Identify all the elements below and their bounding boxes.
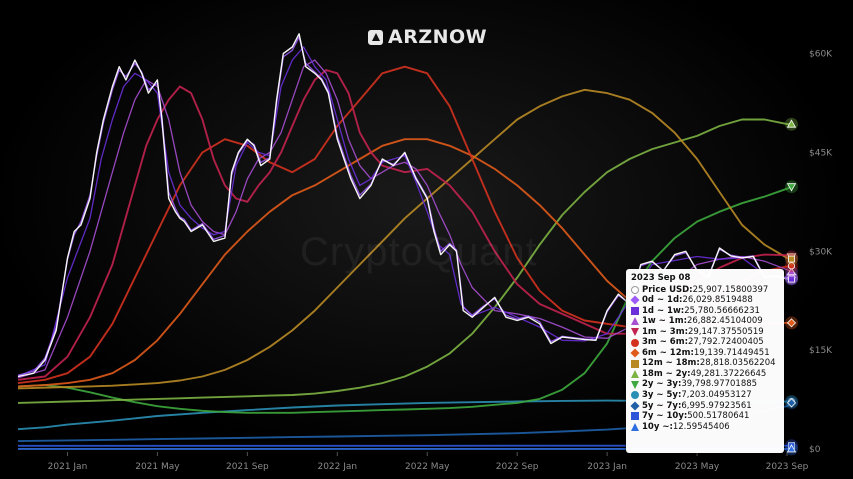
tooltip-series-value: 39,798.97701885 [681, 379, 758, 390]
tooltip-series-name: 1d ~ 1w: [642, 305, 685, 316]
tooltip-series-value: 500.51780641 [687, 411, 750, 422]
tooltip-row: 1m ~ 3m: 29,147.37550519 [631, 327, 779, 338]
watermark: CryptoQuant [300, 230, 538, 274]
y-tick-label: $30K [809, 247, 833, 257]
series-marker-12m-18m [788, 255, 795, 263]
series-marker-3m-6m [787, 262, 796, 270]
tooltip-marker-square-icon [631, 412, 639, 421]
brand-name: ARZNOW [388, 26, 488, 48]
tooltip-series-name: 18m ~ 2y: [642, 368, 691, 379]
y-tick-label: $15K [809, 346, 833, 356]
tooltip-series-value: 6,995.97923561 [681, 400, 752, 411]
series-marker-1w-1m [786, 267, 797, 276]
chart-tooltip: 2023 Sep 08 Price USD: 25,907.15800397 0d… [626, 269, 784, 453]
tooltip-series-name: 1w ~ 1m: [642, 316, 687, 327]
series-end-markers [785, 117, 799, 456]
tooltip-series-value: 29,147.37550519 [687, 326, 764, 337]
tooltip-series-value: 7,203.04953127 [681, 390, 752, 401]
series-marker-1d-1w [788, 275, 795, 283]
tooltip-marker-triangle-down-icon [631, 380, 639, 389]
tooltip-series-name: 2y ~ 3y: [642, 379, 682, 390]
tooltip-series-value: 19,139.71449451 [693, 347, 770, 358]
series-line-12m-18m [17, 88, 792, 390]
tooltip-series-name: 5y ~ 7y: [642, 400, 682, 411]
tooltip-marker-diamond-icon [630, 348, 640, 358]
tooltip-marker-square-icon [631, 306, 639, 315]
x-tick-label: 2021 Sep [226, 462, 269, 472]
tooltip-row: 10y ~: 12.59545406 [631, 422, 779, 433]
x-tick-label: 2021 Jan [48, 462, 88, 472]
x-tick-label: 2023 May [675, 462, 720, 472]
y-axis: $0 $15K $30K $45K $60K [809, 50, 833, 455]
tooltip-series-name: Price USD: [642, 284, 693, 295]
series-marker-18m-2y [786, 119, 797, 128]
x-tick-label: 2023 Sep [766, 462, 809, 472]
series-line-2y-3y [17, 185, 792, 414]
tooltip-date: 2023 Sep 08 [631, 273, 691, 283]
x-tick-label: 2022 May [405, 462, 450, 472]
series-marker-10y- [786, 444, 797, 453]
tooltip-series-value: 25,780.56666231 [684, 305, 760, 316]
tooltip-row: Price USD: 25,907.15800397 [631, 285, 779, 296]
tooltip-series-name: 1m ~ 3m: [642, 326, 688, 337]
tooltip-series-value: 26,882.45104009 [686, 316, 763, 327]
tooltip-marker-square-icon [631, 359, 639, 368]
tooltip-marker-circle-icon [631, 285, 639, 294]
tooltip-series-value: 49,281.37226645 [690, 368, 767, 379]
tooltip-row: 1w ~ 1m: 26,882.45104009 [631, 316, 779, 327]
series-marker-6m-12m [786, 318, 797, 328]
series-line-18m-2y [17, 118, 792, 404]
tooltip-row: 3m ~ 6m: 27,792.72400405 [631, 337, 779, 348]
tooltip-row: 3y ~ 5y: 7,203.04953127 [631, 390, 779, 401]
tooltip-series-value: 12.59545406 [672, 421, 730, 432]
series-line-1d-1w [17, 46, 792, 378]
tooltip-series-name: 3y ~ 5y: [642, 390, 682, 401]
y-tick-label: $0 [809, 445, 821, 455]
tooltip-marker-diamond-icon [630, 295, 640, 305]
tooltip-row: 5y ~ 7y: 6,995.97923561 [630, 400, 779, 412]
tooltip-marker-triangle-up-icon [631, 422, 639, 431]
tooltip-row: 1d ~ 1w: 25,780.56666231 [631, 306, 779, 317]
tooltip-marker-triangle-up-icon [631, 317, 639, 326]
series-line-price [17, 33, 792, 378]
tooltip-series-value: 25,907.15800397 [692, 284, 769, 295]
tooltip-marker-triangle-up-icon [631, 370, 639, 379]
x-tick-label: 2022 Sep [496, 462, 539, 472]
series-line-1w-1m [17, 59, 792, 379]
tooltip-series-value: 28,818.03562204 [699, 358, 776, 369]
tooltip-series-value: 27,792.72400405 [687, 337, 764, 348]
tooltip-marker-diamond-icon [630, 401, 640, 411]
tooltip-series-name: 0d ~ 1d: [642, 295, 683, 306]
tooltip-series-name: 3m ~ 6m: [642, 337, 688, 348]
tooltip-marker-circle-icon [631, 338, 639, 347]
y-tick-label: $60K [809, 50, 833, 60]
x-axis: 2021 Jan 2021 May 2021 Sep 2022 Jan 2022 May… [48, 452, 809, 472]
tooltip-row: 18m ~ 2y: 49,281.37226645 [631, 369, 779, 380]
tooltip-row: 7y ~ 10y: 500.51780641 [631, 411, 779, 422]
x-tick-label: 2021 May [135, 462, 180, 472]
brand-logo: ARZNOW [368, 24, 487, 50]
tooltip-series-name: 7y ~ 10y: [642, 411, 688, 422]
tooltip-series-name: 10y ~: [642, 421, 673, 432]
tooltip-row: 2y ~ 3y: 39,798.97701885 [631, 379, 779, 390]
tooltip-marker-circle-icon [631, 391, 639, 400]
arznow-logo-icon [368, 29, 383, 45]
tooltip-marker-triangle-down-icon [631, 328, 639, 336]
tooltip-row: 0d ~ 1d: 26,029.8519488 [630, 295, 779, 306]
series-marker-2y-3y [786, 183, 797, 192]
x-tick-label: 2022 Jan [317, 462, 357, 472]
tooltip-row: 12m ~ 18m: 28,818.03562204 [631, 358, 779, 369]
tooltip-series-value: 26,029.8519488 [682, 295, 753, 306]
x-tick-label: 2023 Jan [587, 462, 627, 472]
series-marker-5y-7y [786, 398, 797, 408]
tooltip-row: 6m ~ 12m: 19,139.71449451 [630, 347, 779, 359]
y-tick-label: $45K [809, 148, 833, 158]
tooltip-series-name: 6m ~ 12m: [642, 347, 694, 358]
tooltip-series-name: 12m ~ 18m: [642, 358, 700, 369]
